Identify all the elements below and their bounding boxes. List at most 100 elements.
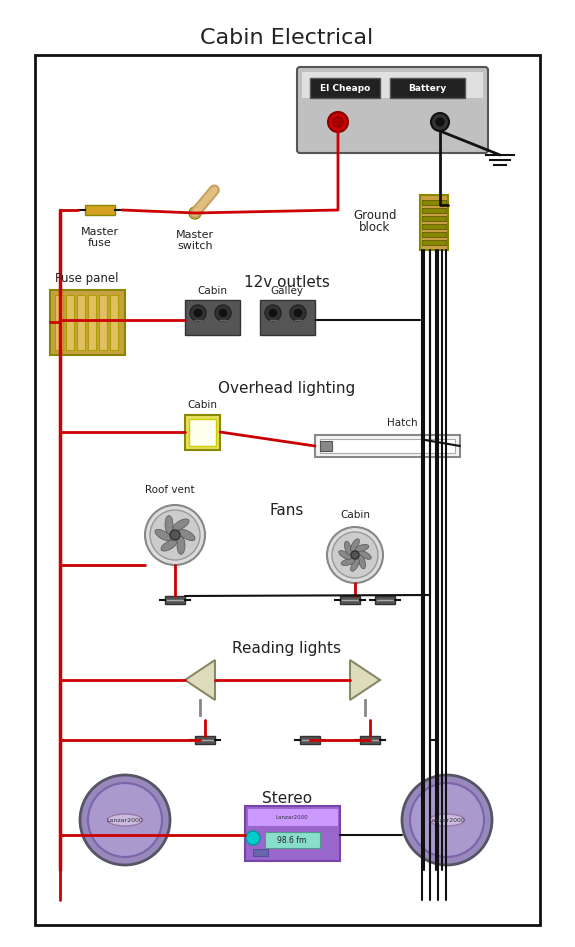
Bar xyxy=(189,419,216,446)
Bar xyxy=(35,55,540,925)
Bar xyxy=(422,216,446,221)
Bar xyxy=(265,832,320,848)
Circle shape xyxy=(246,831,260,845)
Bar xyxy=(85,205,115,215)
Circle shape xyxy=(265,305,281,321)
Circle shape xyxy=(290,305,306,321)
Ellipse shape xyxy=(359,555,366,569)
Text: Lanzar2000: Lanzar2000 xyxy=(275,814,308,819)
Bar xyxy=(302,72,483,98)
Bar xyxy=(185,300,240,335)
Text: Cabin Electrical: Cabin Electrical xyxy=(200,28,374,48)
Text: Cabin: Cabin xyxy=(340,510,370,520)
Text: Lanzar2000: Lanzar2000 xyxy=(428,817,465,823)
Text: Roof vent: Roof vent xyxy=(145,485,195,495)
Ellipse shape xyxy=(339,550,351,560)
Bar xyxy=(245,806,340,861)
Bar xyxy=(422,240,446,245)
Bar xyxy=(320,441,332,451)
Circle shape xyxy=(333,117,343,127)
Bar xyxy=(300,736,320,744)
Circle shape xyxy=(436,118,444,126)
Text: Galley: Galley xyxy=(270,286,304,296)
Circle shape xyxy=(150,510,200,560)
Circle shape xyxy=(431,113,449,131)
Text: Stereo: Stereo xyxy=(262,791,312,806)
Bar xyxy=(88,295,96,350)
Ellipse shape xyxy=(179,529,195,541)
Bar xyxy=(340,596,360,604)
Text: Master: Master xyxy=(176,230,214,240)
Circle shape xyxy=(189,207,201,219)
Bar xyxy=(55,295,63,350)
Bar xyxy=(422,200,446,205)
Text: 12v outlets: 12v outlets xyxy=(244,275,330,290)
Bar xyxy=(422,224,446,229)
Bar xyxy=(50,290,125,355)
Text: Battery: Battery xyxy=(408,83,446,93)
Bar xyxy=(165,596,185,604)
Text: Reading lights: Reading lights xyxy=(232,640,342,655)
Ellipse shape xyxy=(344,541,351,555)
Text: Ground: Ground xyxy=(353,208,397,222)
Text: Master: Master xyxy=(81,227,119,237)
Ellipse shape xyxy=(351,559,359,571)
Circle shape xyxy=(328,112,348,132)
Ellipse shape xyxy=(341,559,355,565)
Ellipse shape xyxy=(351,539,359,551)
FancyBboxPatch shape xyxy=(297,67,488,153)
Ellipse shape xyxy=(108,814,143,826)
Circle shape xyxy=(269,309,277,317)
Text: Overhead lighting: Overhead lighting xyxy=(218,381,355,396)
Text: fuse: fuse xyxy=(88,238,112,248)
Bar xyxy=(77,295,85,350)
Bar xyxy=(315,435,460,457)
Ellipse shape xyxy=(165,515,173,533)
Circle shape xyxy=(190,305,206,321)
Bar xyxy=(375,596,395,604)
Circle shape xyxy=(332,532,378,578)
Polygon shape xyxy=(350,660,380,700)
Bar xyxy=(253,849,268,856)
Bar xyxy=(422,208,446,213)
Text: Fans: Fans xyxy=(270,503,304,517)
Circle shape xyxy=(402,775,492,865)
Bar xyxy=(360,736,380,744)
Bar xyxy=(195,736,215,744)
Text: El Cheapo: El Cheapo xyxy=(320,83,370,93)
Ellipse shape xyxy=(355,545,369,551)
Text: Cabin: Cabin xyxy=(197,286,227,296)
Ellipse shape xyxy=(177,536,185,554)
Circle shape xyxy=(80,775,170,865)
Bar xyxy=(422,232,446,237)
Bar xyxy=(66,295,74,350)
Ellipse shape xyxy=(161,540,177,551)
Text: Hatch: Hatch xyxy=(386,418,417,428)
Bar xyxy=(420,195,448,250)
Circle shape xyxy=(351,551,359,559)
Bar xyxy=(247,808,338,826)
Bar xyxy=(110,295,118,350)
Text: Lanzar2000: Lanzar2000 xyxy=(106,817,143,823)
Ellipse shape xyxy=(173,519,189,530)
Text: Cabin: Cabin xyxy=(187,400,217,410)
Ellipse shape xyxy=(430,814,465,826)
Text: switch: switch xyxy=(177,241,213,251)
Text: 98.6 fm: 98.6 fm xyxy=(277,835,306,845)
Bar xyxy=(185,415,220,450)
Bar xyxy=(99,295,107,350)
Ellipse shape xyxy=(155,529,171,541)
Circle shape xyxy=(194,309,202,317)
Circle shape xyxy=(170,530,180,540)
Circle shape xyxy=(410,783,484,857)
Bar xyxy=(310,78,380,98)
Circle shape xyxy=(219,309,227,317)
Circle shape xyxy=(88,783,162,857)
Circle shape xyxy=(327,527,383,583)
Circle shape xyxy=(215,305,231,321)
Text: Fuse panel: Fuse panel xyxy=(55,272,119,284)
Circle shape xyxy=(294,309,302,317)
Circle shape xyxy=(145,505,205,565)
Ellipse shape xyxy=(359,550,371,560)
Text: block: block xyxy=(359,221,390,234)
